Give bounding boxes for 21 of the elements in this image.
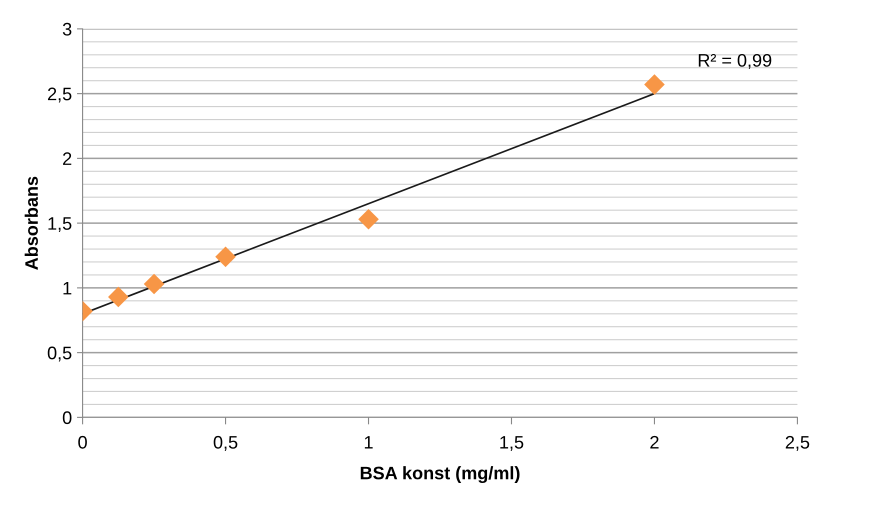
annotation: R² = 0,99 xyxy=(698,54,772,69)
y-tick-label: 2,5 xyxy=(48,88,72,102)
y-tick-label: 2 xyxy=(63,152,72,165)
x-axis-title: BSA konst (mg/ml) xyxy=(360,466,520,484)
point xyxy=(108,286,129,308)
x-tick-label: 2,5 xyxy=(786,436,810,451)
x-tick-label: 2 xyxy=(650,436,659,449)
y-axis-title: Absorbans xyxy=(24,176,38,270)
point xyxy=(644,74,665,95)
x-tick-label: 0 xyxy=(78,436,87,449)
point xyxy=(144,274,164,294)
y-tick-label: 1,5 xyxy=(48,217,72,232)
y-tick-label: 1 xyxy=(64,282,72,294)
x-tick-label: 1,5 xyxy=(500,436,524,451)
point xyxy=(215,246,236,268)
y-tick-label: 0 xyxy=(62,411,72,424)
y-tick-label: 0,5 xyxy=(48,346,72,362)
x-tick-label: 0,5 xyxy=(214,436,238,451)
point xyxy=(358,208,379,230)
x-tick-label: 1 xyxy=(364,436,373,449)
y-tick-label: 3 xyxy=(62,22,72,36)
